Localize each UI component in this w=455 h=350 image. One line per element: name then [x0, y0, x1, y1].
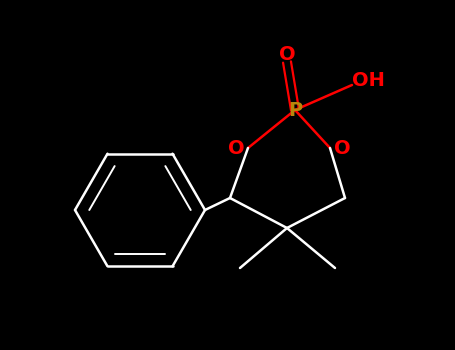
Text: P: P	[288, 100, 302, 119]
Text: O: O	[334, 139, 350, 158]
Text: O: O	[278, 44, 295, 63]
Text: O: O	[228, 139, 244, 158]
Text: OH: OH	[352, 71, 384, 91]
